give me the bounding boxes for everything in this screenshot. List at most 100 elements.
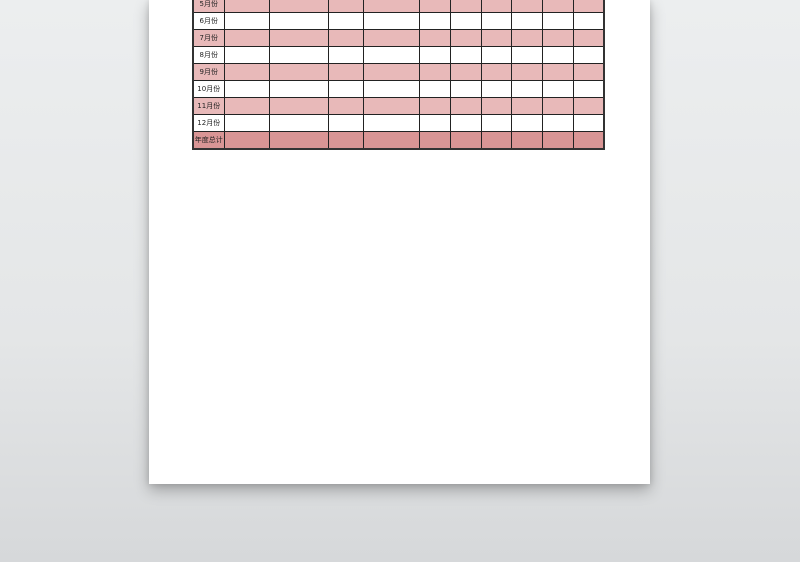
table-cell[interactable] xyxy=(449,131,482,150)
table-cell[interactable] xyxy=(572,97,605,115)
table-cell[interactable] xyxy=(362,97,420,115)
table-cell[interactable] xyxy=(480,114,512,132)
table-cell[interactable] xyxy=(362,80,420,98)
table-cell[interactable] xyxy=(510,0,543,13)
table-cell[interactable] xyxy=(223,46,270,64)
table-cell[interactable] xyxy=(223,80,270,98)
table-cell[interactable] xyxy=(418,46,451,64)
table-cell[interactable] xyxy=(449,0,482,13)
table-cell[interactable] xyxy=(572,80,605,98)
monthly-table: 5月份 6月份 7月份 8月份 9月份 10月份 11月份 12月份 年度总计 xyxy=(192,0,605,150)
table-cell[interactable] xyxy=(268,0,329,13)
table-cell[interactable] xyxy=(510,114,543,132)
table-cell[interactable] xyxy=(541,12,574,30)
table-cell[interactable] xyxy=(572,0,605,13)
table-cell[interactable] xyxy=(449,12,482,30)
table-cell[interactable] xyxy=(327,97,364,115)
table-row: 8月份 xyxy=(192,46,605,64)
table-cell[interactable] xyxy=(510,97,543,115)
table-cell[interactable] xyxy=(327,131,364,150)
table-cell[interactable] xyxy=(510,80,543,98)
table-cell[interactable] xyxy=(223,29,270,47)
table-cell[interactable] xyxy=(480,29,512,47)
table-cell[interactable] xyxy=(480,0,512,13)
table-cell[interactable] xyxy=(362,63,420,81)
table-cell[interactable] xyxy=(418,12,451,30)
table-cell[interactable] xyxy=(541,131,574,150)
table-cell[interactable] xyxy=(362,131,420,150)
table-cell[interactable] xyxy=(480,46,512,64)
table-cell[interactable] xyxy=(327,12,364,30)
table-cell[interactable] xyxy=(480,97,512,115)
table-cell[interactable] xyxy=(449,114,482,132)
table-cell[interactable] xyxy=(480,63,512,81)
row-label: 8月份 xyxy=(192,46,225,64)
table-cell[interactable] xyxy=(327,0,364,13)
table-cell[interactable] xyxy=(572,12,605,30)
table-cell[interactable] xyxy=(449,97,482,115)
table-cell[interactable] xyxy=(223,12,270,30)
row-label: 9月份 xyxy=(192,63,225,81)
table-cell[interactable] xyxy=(510,63,543,81)
table-cell[interactable] xyxy=(510,29,543,47)
table-cell[interactable] xyxy=(268,131,329,150)
table-cell[interactable] xyxy=(418,63,451,81)
table-cell[interactable] xyxy=(541,63,574,81)
table-cell[interactable] xyxy=(418,131,451,150)
table-cell[interactable] xyxy=(223,0,270,13)
table-cell[interactable] xyxy=(541,80,574,98)
table-cell[interactable] xyxy=(541,97,574,115)
table-row: 11月份 xyxy=(192,97,605,115)
table-cell[interactable] xyxy=(268,29,329,47)
table-cell[interactable] xyxy=(572,63,605,81)
table-cell[interactable] xyxy=(572,46,605,64)
table-cell[interactable] xyxy=(362,29,420,47)
table-cell[interactable] xyxy=(510,12,543,30)
table-cell[interactable] xyxy=(449,46,482,64)
table-cell[interactable] xyxy=(327,46,364,64)
table-cell[interactable] xyxy=(541,0,574,13)
table-row: 5月份 xyxy=(192,0,605,13)
table-cell[interactable] xyxy=(541,46,574,64)
table-cell[interactable] xyxy=(268,46,329,64)
table-cell[interactable] xyxy=(541,114,574,132)
table-cell[interactable] xyxy=(268,63,329,81)
table-cell[interactable] xyxy=(223,97,270,115)
table-cell[interactable] xyxy=(449,29,482,47)
table-cell[interactable] xyxy=(572,114,605,132)
table-cell[interactable] xyxy=(223,131,270,150)
table-cell[interactable] xyxy=(449,63,482,81)
table-cell[interactable] xyxy=(327,80,364,98)
table-cell[interactable] xyxy=(268,97,329,115)
table-cell[interactable] xyxy=(480,80,512,98)
table-cell[interactable] xyxy=(480,131,512,150)
table-cell[interactable] xyxy=(449,80,482,98)
table-cell[interactable] xyxy=(510,46,543,64)
table-cell[interactable] xyxy=(268,114,329,132)
table-cell[interactable] xyxy=(418,97,451,115)
table-cell[interactable] xyxy=(418,80,451,98)
table-cell[interactable] xyxy=(268,12,329,30)
table-cell[interactable] xyxy=(362,0,420,13)
row-label: 7月份 xyxy=(192,29,225,47)
table-row: 年度总计 xyxy=(192,131,605,150)
table-cell[interactable] xyxy=(418,29,451,47)
table-cell[interactable] xyxy=(362,114,420,132)
table-cell[interactable] xyxy=(268,80,329,98)
table-cell[interactable] xyxy=(418,0,451,13)
row-label: 12月份 xyxy=(192,114,225,132)
table-cell[interactable] xyxy=(572,131,605,150)
table-cell[interactable] xyxy=(541,29,574,47)
table-cell[interactable] xyxy=(572,29,605,47)
table-cell[interactable] xyxy=(418,114,451,132)
table-cell[interactable] xyxy=(327,114,364,132)
table-cell[interactable] xyxy=(480,12,512,30)
table-cell[interactable] xyxy=(223,114,270,132)
table-cell[interactable] xyxy=(327,29,364,47)
table-row: 9月份 xyxy=(192,63,605,81)
table-cell[interactable] xyxy=(327,63,364,81)
table-cell[interactable] xyxy=(510,131,543,150)
table-cell[interactable] xyxy=(223,63,270,81)
table-cell[interactable] xyxy=(362,46,420,64)
table-cell[interactable] xyxy=(362,12,420,30)
